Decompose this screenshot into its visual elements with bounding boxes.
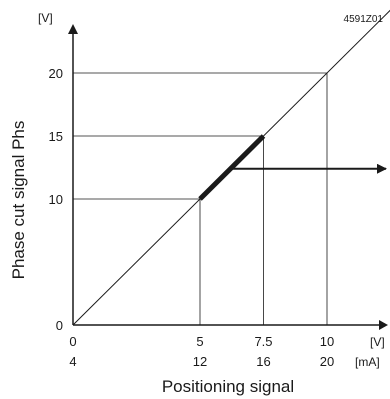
reference-lines xyxy=(73,72,328,325)
x-tick-label-ma: 12 xyxy=(193,354,207,369)
y-axis-arrowhead xyxy=(68,24,78,34)
x-axis-arrowhead xyxy=(379,320,388,330)
y-tick-label: 0 xyxy=(56,318,63,333)
y-unit-label: [V] xyxy=(38,11,53,25)
x-tick-label-v: 5 xyxy=(196,334,203,349)
y-tick-label: 15 xyxy=(49,129,63,144)
x-unit-ma-label: [mA] xyxy=(355,355,380,369)
x-tick-label-v: 0 xyxy=(69,334,76,349)
y-tick-label: 10 xyxy=(49,192,63,207)
working-range-line xyxy=(198,134,266,201)
series-layer xyxy=(72,9,390,326)
x-tick-label-v: 7.5 xyxy=(254,334,272,349)
x-unit-v-label: [V] xyxy=(370,335,385,349)
x-tick-label-ma: 4 xyxy=(69,354,76,369)
tick-labels: 0 5 7.5 10 4 12 16 20 0 10 15 20 xyxy=(49,66,335,369)
x-tick-label-v: 10 xyxy=(320,334,334,349)
x-axis-title: Positioning signal xyxy=(162,377,294,396)
x-tick-label-ma: 16 xyxy=(256,354,270,369)
x-tick-label-ma: 20 xyxy=(320,354,334,369)
y-tick-label: 20 xyxy=(49,66,63,81)
figure-code: 4591Z01 xyxy=(344,14,384,25)
y-axis-title: Phase cut signal Phs xyxy=(9,121,28,280)
